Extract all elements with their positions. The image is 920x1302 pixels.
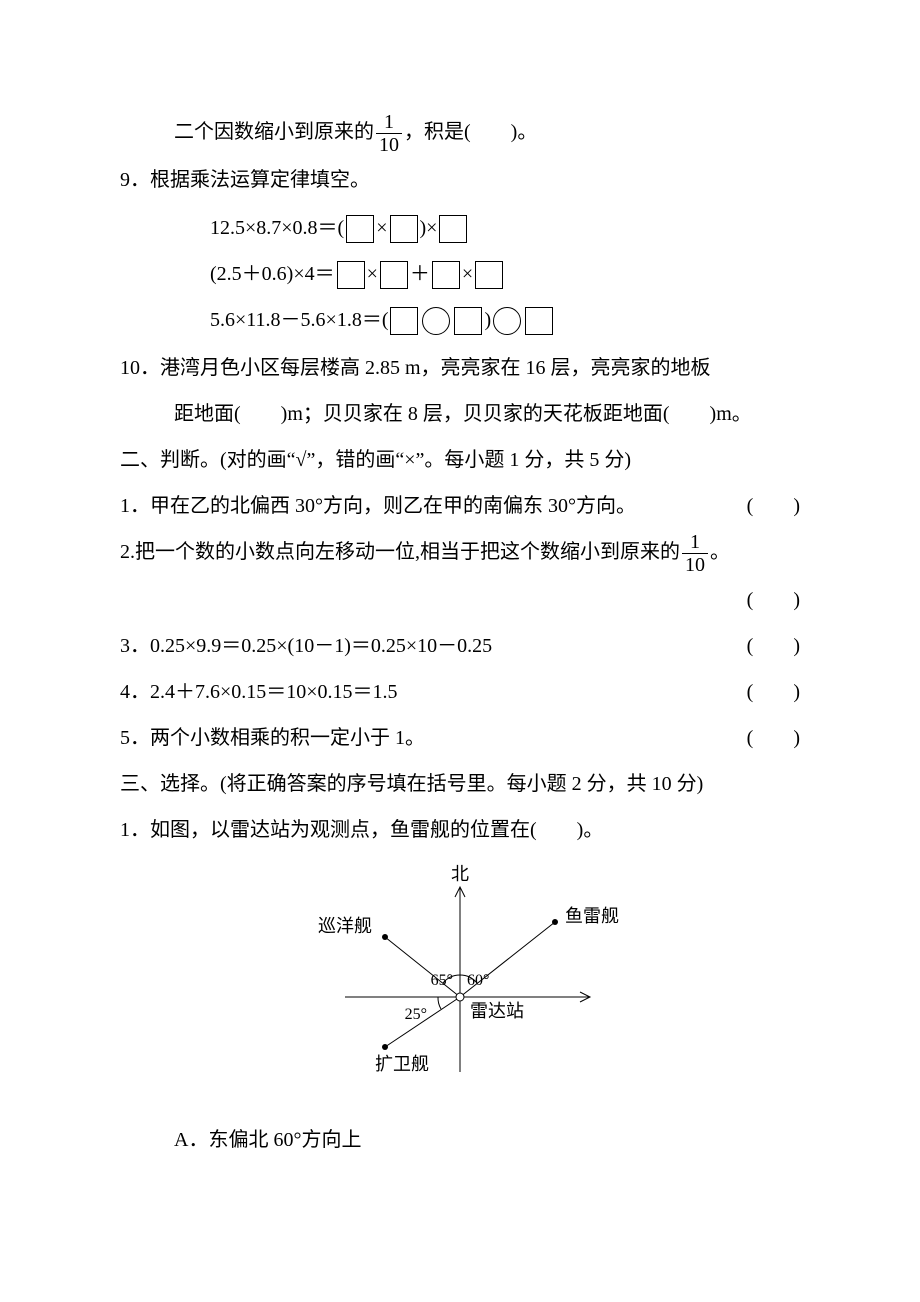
q8-den: 10 xyxy=(376,134,402,156)
times2: × xyxy=(367,263,378,285)
s2-q2-paren-line: ( ) xyxy=(120,578,800,622)
s3-q1: 1．如图，以雷达站为观测点，鱼雷舰的位置在( )。 xyxy=(120,808,800,852)
diagram-cruiser: 巡洋舰 xyxy=(318,916,372,936)
q10-line1: 10．港湾月色小区每层楼高 2.85 m，亮亮家在 16 层，亮亮家的地板 xyxy=(120,346,800,390)
diagram-radar: 雷达站 xyxy=(470,1001,524,1021)
s2-q2-num: 1 xyxy=(682,531,708,554)
paren: ( ) xyxy=(747,624,800,668)
diagram-svg: 北 巡洋舰 鱼雷舰 扩卫舰 雷达站 65° 60° 25° xyxy=(290,862,630,1092)
radar-diagram: 北 巡洋舰 鱼雷舰 扩卫舰 雷达站 65° 60° 25° xyxy=(120,862,800,1108)
q8-line: 二个因数缩小到原来的110，积是( )。 xyxy=(120,110,800,156)
blank-box xyxy=(346,215,374,243)
s2-q3-text: 3．0.25×9.9＝0.25×(10－1)＝0.25×10－0.25 xyxy=(120,635,492,657)
q8-prefix: 二个因数缩小到原来的 xyxy=(174,121,374,143)
blank-box xyxy=(525,307,553,335)
section3-title: 三、选择。(将正确答案的序号填在括号里。每小题 2 分，共 10 分) xyxy=(120,762,800,806)
blank-box xyxy=(380,261,408,289)
s2-q2-suffix: 。 xyxy=(710,541,730,563)
q9-eq2: (2.5＋0.6)×4＝ × ＋ × xyxy=(120,254,800,294)
paren: ( ) xyxy=(747,484,800,528)
paren: ( ) xyxy=(747,578,800,622)
s2-q5: 5．两个小数相乘的积一定小于 1。 ( ) xyxy=(120,716,800,760)
s2-q2: 2.把一个数的小数点向左移动一位,相当于把这个数缩小到原来的110。 xyxy=(120,530,800,576)
q8-suffix: ，积是( )。 xyxy=(404,121,537,143)
blank-box xyxy=(390,215,418,243)
s2-q1: 1．甲在乙的北偏西 30°方向，则乙在甲的南偏东 30°方向。 ( ) xyxy=(120,484,800,528)
paren: ( ) xyxy=(747,716,800,760)
blank-box xyxy=(439,215,467,243)
diagram-25: 25° xyxy=(405,1006,427,1023)
s2-q1-text: 1．甲在乙的北偏西 30°方向，则乙在甲的南偏东 30°方向。 xyxy=(120,495,636,517)
diagram-north: 北 xyxy=(451,864,469,884)
section2-title: 二、判断。(对的画“√”，错的画“×”。每小题 1 分，共 5 分) xyxy=(120,438,800,482)
q9-title: 9．根据乘法运算定律填空。 xyxy=(120,158,800,202)
diagram-torpedo: 鱼雷舰 xyxy=(565,906,619,926)
blank-box xyxy=(475,261,503,289)
blank-box xyxy=(432,261,460,289)
s2-q5-text: 5．两个小数相乘的积一定小于 1。 xyxy=(120,727,425,749)
close-times: )× xyxy=(420,217,438,239)
s3-q1-optA: A．东偏北 60°方向上 xyxy=(120,1118,800,1162)
s2-q4-text: 4．2.4＋7.6×0.15＝10×0.15＝1.5 xyxy=(120,681,398,703)
s2-q2-text: 2.把一个数的小数点向左移动一位,相当于把这个数缩小到原来的 xyxy=(120,541,680,563)
s2-q2-frac: 110 xyxy=(682,531,708,576)
blank-circle xyxy=(493,307,521,335)
blank-box xyxy=(454,307,482,335)
diagram-escort: 扩卫舰 xyxy=(375,1054,429,1074)
q9-eq3-lhs: 5.6×11.8－5.6×1.8＝( xyxy=(210,309,388,331)
diagram-60: 60° xyxy=(467,972,489,989)
blank-box xyxy=(337,261,365,289)
times1: × xyxy=(376,217,387,239)
blank-circle xyxy=(422,307,450,335)
s2-q4: 4．2.4＋7.6×0.15＝10×0.15＝1.5 ( ) xyxy=(120,670,800,714)
q9-eq2-lhs: (2.5＋0.6)×4＝ xyxy=(210,263,335,285)
paren: ( ) xyxy=(747,670,800,714)
q8-frac: 110 xyxy=(376,111,402,156)
blank-box xyxy=(390,307,418,335)
q9-eq1: 12.5×8.7×0.8＝( × )× xyxy=(120,208,800,248)
plus1: ＋ xyxy=(410,263,430,285)
q9-eq3: 5.6×11.8－5.6×1.8＝() xyxy=(120,300,800,340)
q9-eq1-lhs: 12.5×8.7×0.8＝( xyxy=(210,217,344,239)
q10-line2: 距地面( )m；贝贝家在 8 层，贝贝家的天花板距地面( )m。 xyxy=(120,392,800,436)
q8-num: 1 xyxy=(376,111,402,134)
s2-q2-den: 10 xyxy=(682,554,708,576)
s2-q3: 3．0.25×9.9＝0.25×(10－1)＝0.25×10－0.25 ( ) xyxy=(120,624,800,668)
diagram-65: 65° xyxy=(431,972,453,989)
times3: × xyxy=(462,263,473,285)
